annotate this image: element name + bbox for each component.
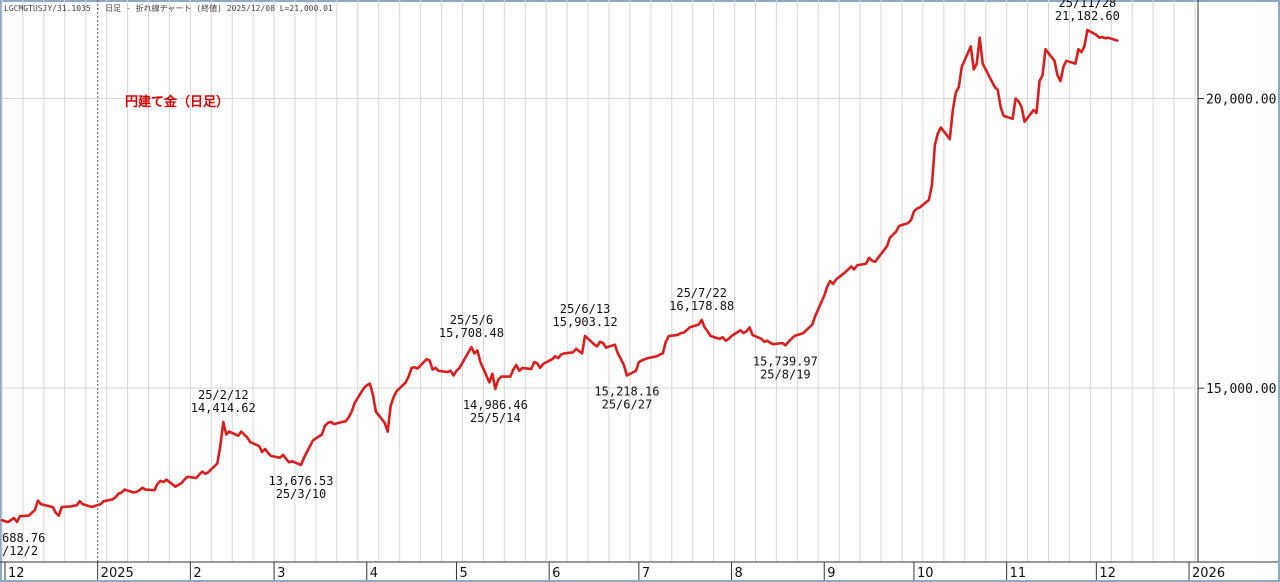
- y-tick-label: 20,000.00: [1206, 92, 1276, 107]
- x-tick-label: 4: [370, 566, 378, 581]
- annotation-text: 25/2/12: [198, 388, 249, 402]
- y-axis-labels: 20,000.00 15,000.00: [1198, 92, 1276, 397]
- annotation-text: 15,739.97: [753, 354, 818, 368]
- x-tick-label: 2026: [1192, 566, 1225, 581]
- x-tick-label: 9: [827, 566, 835, 581]
- x-tick-label: 2: [193, 566, 201, 581]
- annotation-text: 25/8/19: [760, 367, 811, 381]
- price-annotation: 688.76/12/2: [2, 531, 45, 558]
- x-tick-label: 6: [552, 566, 560, 581]
- x-tick-label: 7: [642, 566, 650, 581]
- x-tick-label: 2025: [101, 566, 134, 581]
- x-tick-label: 3: [277, 566, 285, 581]
- x-tick-label: 12: [1099, 566, 1116, 581]
- x-tick-label: 5: [459, 566, 467, 581]
- chart-header: LGCMGTUSJY/31.1035 - 日足 - 折れ線チャート (終値) 2…: [4, 3, 333, 13]
- annotation-text: 15,708.48: [439, 326, 504, 340]
- annotation-text: 25/5/14: [470, 411, 521, 425]
- annotation-text: 25/11/28: [1058, 0, 1116, 10]
- annotation-text: 25/3/10: [276, 487, 327, 501]
- annotation-text: 25/6/27: [602, 398, 653, 412]
- annotation-text: 25/6/13: [560, 302, 611, 316]
- x-tick-label: 12: [8, 566, 25, 581]
- y-tick-label: 15,000.00: [1206, 382, 1276, 397]
- annotation-text: 13,676.53: [268, 474, 333, 488]
- annotation-text: 25/5/6: [450, 313, 493, 327]
- price-series-line: [0, 28, 1119, 524]
- annotation-text: 14,986.46: [463, 398, 528, 412]
- annotation-text: /12/2: [2, 544, 38, 558]
- x-axis-labels: 12 2025 2 3 4 5 6 7 8 9 10 11 12 2026: [4, 562, 1225, 581]
- annotation-text: 25/7/22: [676, 286, 727, 300]
- annotation-text: 15,218.16: [594, 385, 659, 399]
- price-annotation: 25/5/615,708.48: [439, 313, 504, 340]
- chart-title: 円建て金（日足）: [125, 94, 229, 110]
- grid: [1, 0, 1198, 562]
- annotation-text: 16,178.88: [669, 299, 734, 313]
- annotation-text: 21,182.60: [1055, 9, 1120, 23]
- annotation-text: 15,903.12: [553, 315, 618, 329]
- annotation-text: 14,414.62: [191, 401, 256, 415]
- annotation-text: 688.76: [2, 531, 45, 545]
- x-tick-label: 8: [735, 566, 743, 581]
- x-tick-label: 10: [917, 566, 934, 581]
- x-tick-label: 11: [1010, 566, 1027, 581]
